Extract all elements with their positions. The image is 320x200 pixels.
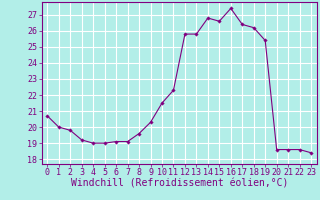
X-axis label: Windchill (Refroidissement éolien,°C): Windchill (Refroidissement éolien,°C) [70, 179, 288, 189]
